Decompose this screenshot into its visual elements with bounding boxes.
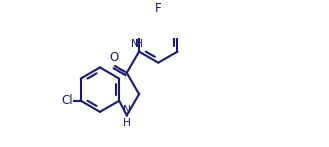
Text: N: N: [123, 105, 131, 115]
Text: H: H: [123, 118, 131, 128]
Text: F: F: [155, 2, 162, 15]
Text: O: O: [109, 51, 118, 64]
Text: Cl: Cl: [62, 94, 73, 107]
Text: H: H: [135, 39, 142, 49]
Text: N: N: [131, 39, 139, 49]
